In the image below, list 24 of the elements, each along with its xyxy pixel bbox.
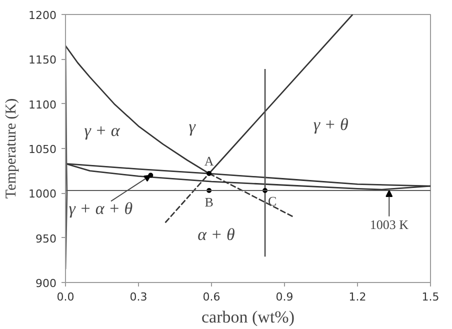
annotation: 1003 K bbox=[370, 216, 410, 232]
x-tick-label: 0.3 bbox=[130, 290, 148, 304]
annotation: α + θ bbox=[198, 224, 235, 244]
x-tick-label: 1.5 bbox=[422, 290, 440, 304]
annotation: γ bbox=[188, 116, 197, 136]
y-tick-label: 900 bbox=[36, 277, 57, 290]
y-tick-label: 950 bbox=[36, 232, 57, 246]
annotation: C bbox=[268, 193, 277, 208]
y-tick-label: 1200 bbox=[28, 9, 57, 22]
y-tick-label: 1150 bbox=[28, 54, 57, 67]
annotation: γ + θ bbox=[313, 114, 348, 134]
y-tick-label: 1000 bbox=[28, 188, 57, 201]
y-axis-title: Temperature (K) bbox=[4, 98, 20, 199]
x-axis-title: carbon (wt%) bbox=[202, 308, 295, 326]
x-tick-label: 0.9 bbox=[276, 290, 294, 304]
annotation: γ + α + θ bbox=[68, 198, 133, 218]
x-tick-label: 1.2 bbox=[348, 290, 366, 304]
y-tick-label: 1050 bbox=[28, 143, 57, 156]
annotation: A bbox=[204, 154, 214, 169]
y-tick-label: 1100 bbox=[28, 98, 57, 112]
x-tick-label: 0.6 bbox=[202, 290, 220, 304]
annotation: B bbox=[204, 194, 214, 210]
x-tick-label: 0.0 bbox=[56, 290, 74, 304]
annotation: γ + α bbox=[84, 121, 121, 140]
